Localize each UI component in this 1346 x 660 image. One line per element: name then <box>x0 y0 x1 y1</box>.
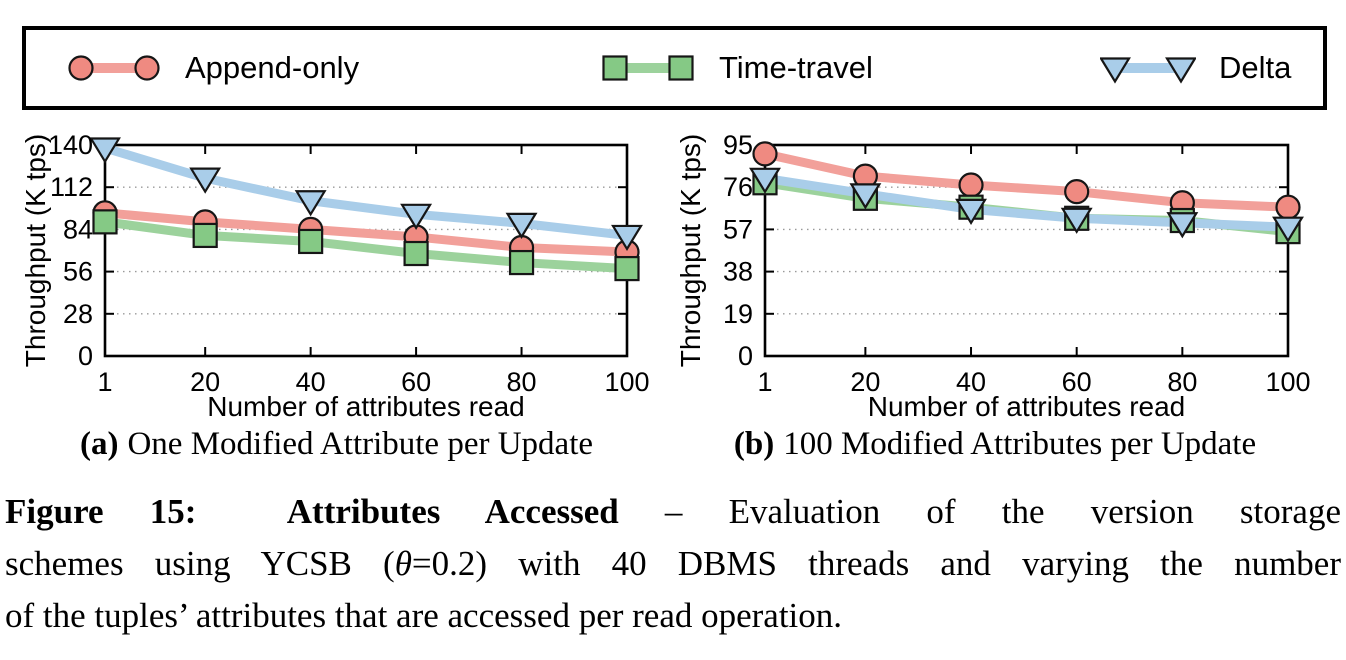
legend-label-append-only: Append-only <box>185 50 360 85</box>
series-line-append-only <box>764 149 1289 212</box>
caption-line-1: Figure 15: Attributes Accessed – Evaluat… <box>5 486 1341 538</box>
subcaption-a-text: One Modified Attribute per Update <box>127 426 594 462</box>
marker-triangle-down-delta <box>294 190 327 217</box>
marker-triangle-down-delta <box>849 183 882 210</box>
marker-triangle-down-delta <box>611 224 643 252</box>
chart-b-100-modified-attributes: 0 19 38 57 76 95 1 20 40 60 80 100 Number of attribu… <box>675 130 1311 422</box>
x-tick-label: 1 <box>757 367 772 397</box>
legend-item-append-only: Append-only <box>66 44 359 92</box>
marker-triangle-down-delta <box>1272 216 1304 243</box>
x-tick-label: 100 <box>1265 367 1310 397</box>
marker-square-time-travel <box>92 209 118 235</box>
subcaption-b-label: (b) <box>733 426 775 462</box>
marker-square-time-travel <box>614 255 640 282</box>
marker-triangle-down-delta <box>749 167 781 194</box>
legend-item-time-travel: Time-travel <box>600 44 873 92</box>
figure-caption: Figure 15: Attributes Accessed – Evaluat… <box>5 486 1341 642</box>
plot-border <box>763 143 1290 358</box>
y-tick-label: 56 <box>63 257 93 287</box>
x-tick-label: 40 <box>296 367 326 397</box>
x-tick-label: 40 <box>956 367 986 397</box>
y-tick-label: 0 <box>78 341 93 371</box>
marker-triangle-down-delta <box>955 198 987 226</box>
y-axis-label: Throughput (K tps) <box>675 134 706 367</box>
y-tick-label: 76 <box>723 172 753 202</box>
x-tick-label: 60 <box>1062 367 1092 397</box>
marker-circle-append-only <box>958 172 984 198</box>
y-tick-label: 140 <box>48 130 93 160</box>
x-tick-label: 20 <box>850 367 880 397</box>
x-axis-label: Number of attributes read <box>868 391 1186 422</box>
y-tick-label: 95 <box>723 130 753 160</box>
caption-line-2-post: =0.2) with 40 DBMS threads and varying t… <box>411 544 1342 583</box>
marker-square-time-travel <box>508 249 535 276</box>
subcaption-a: (a) One Modified Attribute per Update <box>0 426 673 463</box>
y-tick-label: 112 <box>50 172 93 202</box>
marker-triangle-down-delta <box>1060 207 1093 234</box>
marker-square-time-travel <box>403 240 429 267</box>
x-tick-label: 100 <box>604 367 649 397</box>
legend-label-delta: Delta <box>1219 50 1292 85</box>
x-tick-label: 80 <box>507 367 537 397</box>
marker-square-time-travel <box>192 222 218 249</box>
y-tick-label: 38 <box>723 257 753 287</box>
series-line-delta <box>103 143 628 240</box>
subcaption-a-label: (a) <box>79 426 119 462</box>
legend-marker-shape <box>1165 57 1196 84</box>
marker-circle-append-only <box>1064 179 1090 205</box>
caption-theta: θ <box>394 544 412 583</box>
y-tick-label: 57 <box>723 214 753 244</box>
legend-marker-shape <box>134 55 160 81</box>
marker-triangle-down-delta <box>189 167 222 194</box>
delta-line-triangle-icon <box>1100 57 1196 84</box>
x-tick-label: 80 <box>1167 367 1197 397</box>
caption-bold: Figure 15: Attributes Accessed <box>5 492 619 531</box>
chart-legend: Append-only Time-travel Delta <box>22 26 1327 110</box>
y-tick-label: 84 <box>63 214 93 244</box>
chart-a-one-modified-attribute: 0 28 56 84 112 140 1 20 40 60 80 100 Number of attri… <box>20 130 650 422</box>
time-travel-line-square-icon <box>602 55 694 81</box>
caption-line-1-rest: – Evaluation of the version storage <box>618 492 1341 531</box>
y-tick-label: 28 <box>63 299 93 329</box>
series-line-delta <box>764 173 1289 232</box>
caption-line-2-pre: schemes using YCSB ( <box>5 544 395 583</box>
marker-triangle-down-delta <box>1166 212 1199 239</box>
y-tick-label: 19 <box>723 299 753 329</box>
marker-triangle-down-delta <box>400 203 433 230</box>
marker-triangle-down-delta <box>89 137 121 164</box>
subcaption-b-text: 100 Modified Attributes per Update <box>783 426 1257 462</box>
subcaption-b: (b) 100 Modified Attributes per Update <box>655 426 1335 463</box>
caption-line-2: schemes using YCSB (θ=0.2) with 40 DBMS … <box>5 538 1341 590</box>
series-line-time-travel <box>104 217 628 274</box>
legend-item-delta: Delta <box>1100 44 1291 92</box>
legend-marker-shape <box>1100 57 1131 84</box>
legend-label-time-travel: Time-travel <box>719 50 873 85</box>
marker-square-time-travel <box>298 228 324 255</box>
series-line-append-only <box>104 208 628 257</box>
y-tick-label: 0 <box>738 341 753 371</box>
marker-circle-append-only <box>752 141 778 167</box>
x-tick-label: 60 <box>401 367 431 397</box>
marker-triangle-down-delta <box>505 212 538 239</box>
legend-marker-shape <box>668 55 694 81</box>
x-tick-label: 1 <box>97 367 112 397</box>
caption-line-3: of the tuples’ attributes that are acces… <box>5 596 843 635</box>
x-tick-label: 20 <box>190 367 220 397</box>
x-axis-label: Number of attributes read <box>207 391 525 422</box>
legend-marker-shape <box>68 55 94 81</box>
y-axis-label: Throughput (K tps) <box>20 134 51 367</box>
marker-circle-append-only <box>1275 194 1301 220</box>
legend-marker-shape <box>602 55 628 81</box>
append-only-line-circle-icon <box>68 55 160 81</box>
